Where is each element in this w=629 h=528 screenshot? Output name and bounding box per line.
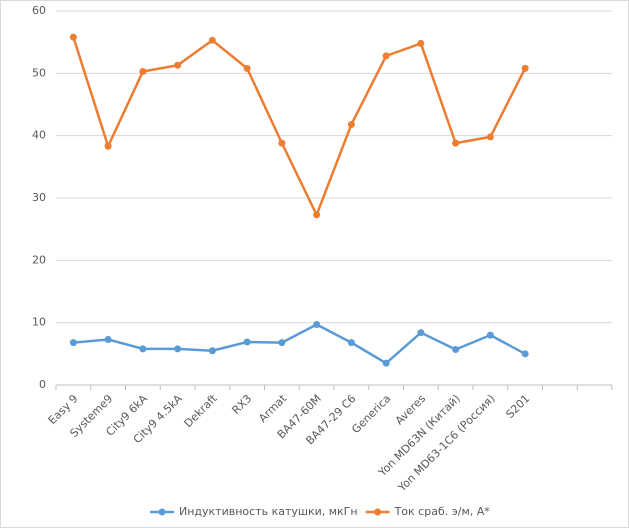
data-point — [382, 52, 390, 60]
data-point — [174, 61, 182, 69]
data-point — [452, 345, 460, 353]
data-point — [382, 359, 390, 367]
data-point — [104, 335, 112, 343]
data-point — [417, 39, 425, 47]
legend-marker — [158, 508, 166, 516]
data-point — [313, 211, 321, 219]
data-point — [69, 339, 77, 347]
data-point — [347, 120, 355, 128]
data-point — [313, 321, 321, 329]
legend-label: Индуктивность катушки, мкГн — [179, 505, 358, 518]
data-point — [69, 33, 77, 41]
data-point — [243, 338, 251, 346]
data-point — [174, 345, 182, 353]
data-point — [452, 139, 460, 147]
series-line — [72, 36, 527, 217]
y-tick-label: 30 — [32, 191, 46, 204]
legend-label: Ток сраб. э/м, А* — [394, 505, 491, 518]
data-point — [486, 331, 494, 339]
legend-marker — [374, 508, 382, 516]
data-point — [521, 64, 529, 72]
y-tick-label: 0 — [39, 378, 46, 391]
y-tick-label: 10 — [32, 316, 46, 329]
data-point — [347, 339, 355, 347]
data-point — [208, 347, 216, 355]
y-tick-label: 40 — [32, 129, 46, 142]
y-tick-label: 60 — [32, 4, 46, 17]
data-point — [486, 133, 494, 141]
series-line — [73, 323, 526, 365]
data-point — [208, 36, 216, 44]
data-point — [521, 350, 529, 358]
data-point — [139, 67, 147, 75]
data-point — [278, 139, 286, 147]
data-point — [243, 64, 251, 72]
data-point — [104, 142, 112, 150]
data-point — [417, 329, 425, 337]
data-point — [139, 345, 147, 353]
data-point — [278, 339, 286, 347]
y-tick-label: 20 — [32, 253, 46, 266]
y-tick-label: 50 — [32, 66, 46, 79]
